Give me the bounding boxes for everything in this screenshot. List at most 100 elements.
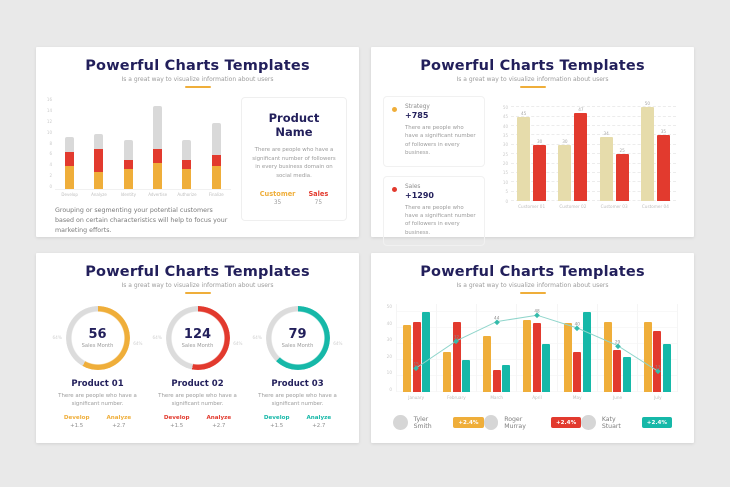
gauge-stat: Develop +1.5 xyxy=(64,415,90,429)
donut-side-label-left: 64% xyxy=(252,335,262,341)
bar-value-label: 30 xyxy=(562,138,568,144)
bars-layer: 45 30 30 47 34 25 50 35 xyxy=(511,98,676,201)
bar-katy-stuart xyxy=(542,344,551,392)
bar-value-label: 25 xyxy=(619,148,625,154)
category-label: Identity xyxy=(120,192,136,197)
category-label: January xyxy=(408,395,425,400)
slide-header: Powerful Charts Templates Is a great way… xyxy=(36,47,359,88)
y-tick-label: 0 xyxy=(505,198,508,204)
gauge-stats: Develop +1.5 Analyze +2.7 xyxy=(149,415,246,429)
bar-with-label: 30 xyxy=(533,139,547,201)
product-panel-title: Product Name xyxy=(268,111,320,139)
strategy-dot-icon xyxy=(392,107,397,112)
product-description: There are people who have a significant … xyxy=(258,393,337,408)
bar-segment-mid-red xyxy=(211,154,221,166)
donut-gauge-column: 56 Sales Month 64% 64% Product 01 There are p… xyxy=(49,303,146,429)
y-tick-label: 12 xyxy=(46,118,52,124)
bar-group xyxy=(396,304,436,392)
category-label: May xyxy=(572,395,582,400)
category-label: Advertise xyxy=(148,192,168,197)
bar-with-label: 34 xyxy=(599,131,613,201)
product-name: Product 03 xyxy=(271,379,324,389)
person-legend-item: Roger Murray +2.4% xyxy=(483,415,582,430)
bar-roger-murray xyxy=(532,323,541,392)
bar-value-label: 34 xyxy=(603,131,609,137)
y-tick-label: 35 xyxy=(502,132,508,138)
subtitle-underline xyxy=(184,86,211,88)
person-name: Katy Stuart xyxy=(601,415,621,430)
legend-card-sales: Sales +1290 There are people who have a … xyxy=(383,175,485,246)
product-name: Product 02 xyxy=(171,379,224,389)
bar-value-label: 35 xyxy=(660,129,667,135)
bar-segment-base-yellow xyxy=(65,166,75,189)
donut-value: 79 xyxy=(288,327,307,342)
bar-roger-murray xyxy=(452,321,461,392)
bar-segment-mid-red xyxy=(153,148,163,164)
chart-plot-area: 0 5 10 15 20 25 30 35 40 45 50 45 30 30 47 34 25 50 35 xyxy=(503,98,676,204)
slide-title: Powerful Charts Templates xyxy=(85,58,310,74)
percent-badge: +2.4% xyxy=(641,417,672,428)
legend-card-value: +1290 xyxy=(405,190,434,200)
slide-title: Powerful Charts Templates xyxy=(85,264,310,280)
bar-with-label: 47 xyxy=(574,107,588,201)
gauge-stat-label: Analyze xyxy=(306,414,332,421)
trend-point-label: 15 xyxy=(413,361,419,367)
slide-bar-line-template[interactable]: Powerful Charts Templates Is a great way… xyxy=(371,253,694,443)
bar-Strategy xyxy=(558,144,572,201)
gridline: 25 xyxy=(503,152,676,157)
bar-roger-murray xyxy=(492,369,501,392)
y-tick-label: 4 xyxy=(49,162,52,168)
bar-Strategy xyxy=(517,116,531,201)
donut-ring xyxy=(165,306,230,370)
product-panel: Product Name There are people who have a… xyxy=(241,97,347,221)
chart-plot-area xyxy=(55,97,231,190)
bar-group xyxy=(436,304,476,392)
bar-katy-stuart xyxy=(422,312,431,392)
legend-card-label: Strategy xyxy=(405,104,430,110)
subtitle-underline xyxy=(519,86,546,88)
slide-header: Powerful Charts Templates Is a great way… xyxy=(36,253,359,294)
person-legend-item: Tyler Smith +2.4% xyxy=(393,415,484,430)
trend-point-label: 48 xyxy=(534,308,540,314)
bar-tyler-smith xyxy=(563,323,572,392)
bar-segment-mid-red xyxy=(182,160,192,169)
y-tick-label: 30 xyxy=(502,142,508,148)
y-tick-label: 40 xyxy=(386,320,392,326)
avatar xyxy=(483,415,499,430)
stat-customer: Customer 35 xyxy=(260,190,296,206)
bar-with-label: 30 xyxy=(558,138,572,201)
gauge-stat-value: +1.5 xyxy=(270,422,284,429)
trend-point-label: 29 xyxy=(614,339,621,345)
bar-katy-stuart xyxy=(582,312,591,392)
donut-chart: 56 Sales Month 64% 64% xyxy=(53,306,143,370)
slide-donut-gauges-template[interactable]: Powerful Charts Templates Is a great way… xyxy=(36,253,359,443)
slide-stacked-bar-template[interactable]: Powerful Charts Templates Is a great way… xyxy=(36,47,359,237)
bar-Sales xyxy=(574,112,588,201)
gauge-stat: Analyze +2.7 xyxy=(306,415,331,429)
donut-caption: Sales Month xyxy=(181,343,214,349)
slide-subtitle: Is a great way to visualize information … xyxy=(121,282,274,289)
avatar xyxy=(581,415,596,430)
subtitle-underline xyxy=(184,292,211,294)
donut-caption: Sales Month xyxy=(81,343,114,349)
category-label: April xyxy=(532,395,542,400)
bar-group xyxy=(84,134,113,189)
slide-subtitle: Is a great way to visualize information … xyxy=(456,76,609,83)
bar-segment-mid-red xyxy=(123,160,133,169)
bar-group xyxy=(143,105,172,189)
bar-segment-top-gray xyxy=(123,140,133,161)
bar-segment-top-gray xyxy=(153,105,163,149)
bar-segment-base-yellow xyxy=(153,163,163,189)
product-panel-description: There are people who have a significant … xyxy=(252,147,336,179)
product-description: There are people who have a significant … xyxy=(158,393,237,408)
slide-grouped-bar-template[interactable]: Powerful Charts Templates Is a great way… xyxy=(371,47,694,246)
y-tick-label: 40 xyxy=(502,123,508,129)
gauge-stat-value: +1.5 xyxy=(70,422,84,429)
person-name: Roger Murray xyxy=(504,415,526,430)
bar-segment-base-yellow xyxy=(94,171,104,189)
product-description: There are people who have a significant … xyxy=(58,393,137,408)
gauge-stat: Develop +1.5 xyxy=(164,415,190,429)
y-tick-label: 16 xyxy=(46,97,52,102)
donut-gauge-column: 124 Sales Month 64% 64% Product 02 There are … xyxy=(149,303,246,429)
donut-chart: 124 Sales Month 64% 64% xyxy=(153,306,243,370)
